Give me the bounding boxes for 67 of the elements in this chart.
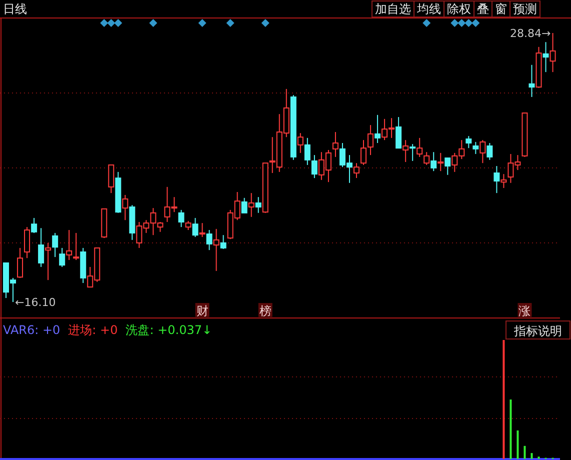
candlestick [304,137,310,166]
candlestick [52,232,58,258]
candlestick [396,116,402,149]
text: 预测 [513,2,537,16]
candlestick [486,142,493,160]
annotation: 28.84→ [510,27,551,40]
candlestick [17,247,24,278]
candlestick [466,136,472,149]
candlestick [550,32,556,73]
candlestick [542,42,549,73]
chart-title: 日线 [3,2,27,16]
candlestick [73,232,80,260]
candlestick [332,132,338,158]
text: 除权 [447,2,471,16]
candlestick [24,226,30,259]
candlestick [311,154,318,179]
candlestick [38,228,44,268]
candlestick [59,247,66,268]
candlestick [416,137,423,158]
candlestick [213,228,220,272]
text: 均线 [416,2,441,16]
candlestick [374,114,381,144]
candlestick [494,166,500,194]
candlestick [108,164,114,194]
candlestick [424,152,430,166]
candlestick [410,144,416,162]
candlestick [255,196,262,214]
x-tick-label: 涨 [518,304,531,318]
bar [524,446,526,459]
bar [510,400,512,459]
candlestick [480,140,486,164]
candlestick [192,217,198,238]
candlestick [178,209,184,228]
candlestick [241,197,248,214]
candlestick [360,140,367,166]
text: 加自选 [375,2,411,16]
candlestick [185,220,192,230]
candlestick [122,194,128,221]
bar [516,430,519,459]
candlestick [500,174,507,188]
candlestick [438,152,444,172]
text: VAR6: +0 [3,323,60,337]
candlestick [45,242,52,281]
candlestick [220,234,226,250]
candlestick [199,222,206,238]
candlestick [248,192,254,218]
candlestick [402,140,409,163]
candlestick [430,152,437,172]
text: 进场: +0 [68,323,118,337]
candlestick [528,64,535,98]
candlestick [206,230,212,251]
text: 指标说明 [513,324,562,338]
bar [530,453,533,459]
text: 叠 [477,2,489,16]
x-tick-label: 财 [196,304,208,318]
candlestick [31,217,38,234]
annotation: ←16.10 [15,296,56,309]
candlestick [354,162,360,179]
bar [502,340,505,459]
candlestick [472,141,479,154]
candlestick [297,132,304,154]
x-tick-label: 榜 [259,304,272,318]
candlestick [444,158,451,176]
candlestick [368,124,374,156]
candlestick [66,230,72,260]
text: 窗 [495,2,507,16]
text: 洗盘: +0.037↓ [126,323,212,337]
